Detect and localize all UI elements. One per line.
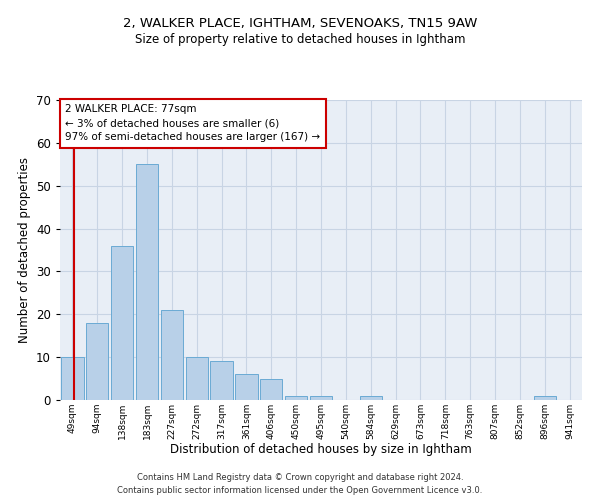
Bar [86,323,109,400]
Text: 2 WALKER PLACE: 77sqm
← 3% of detached houses are smaller (6)
97% of semi-detach: 2 WALKER PLACE: 77sqm ← 3% of detached h… [65,104,320,142]
Bar [533,396,556,400]
Bar [260,378,283,400]
Y-axis label: Number of detached properties: Number of detached properties [17,157,31,343]
Text: Size of property relative to detached houses in Ightham: Size of property relative to detached ho… [135,32,465,46]
Bar [111,246,133,400]
Bar [235,374,257,400]
Bar [359,396,382,400]
Bar [161,310,183,400]
Bar [136,164,158,400]
Text: Contains public sector information licensed under the Open Government Licence v3: Contains public sector information licen… [118,486,482,495]
Text: 2, WALKER PLACE, IGHTHAM, SEVENOAKS, TN15 9AW: 2, WALKER PLACE, IGHTHAM, SEVENOAKS, TN1… [123,18,477,30]
Text: Distribution of detached houses by size in Ightham: Distribution of detached houses by size … [170,442,472,456]
Bar [285,396,307,400]
Bar [185,357,208,400]
Bar [211,362,233,400]
Bar [310,396,332,400]
Text: Contains HM Land Registry data © Crown copyright and database right 2024.: Contains HM Land Registry data © Crown c… [137,472,463,482]
Bar [61,357,83,400]
